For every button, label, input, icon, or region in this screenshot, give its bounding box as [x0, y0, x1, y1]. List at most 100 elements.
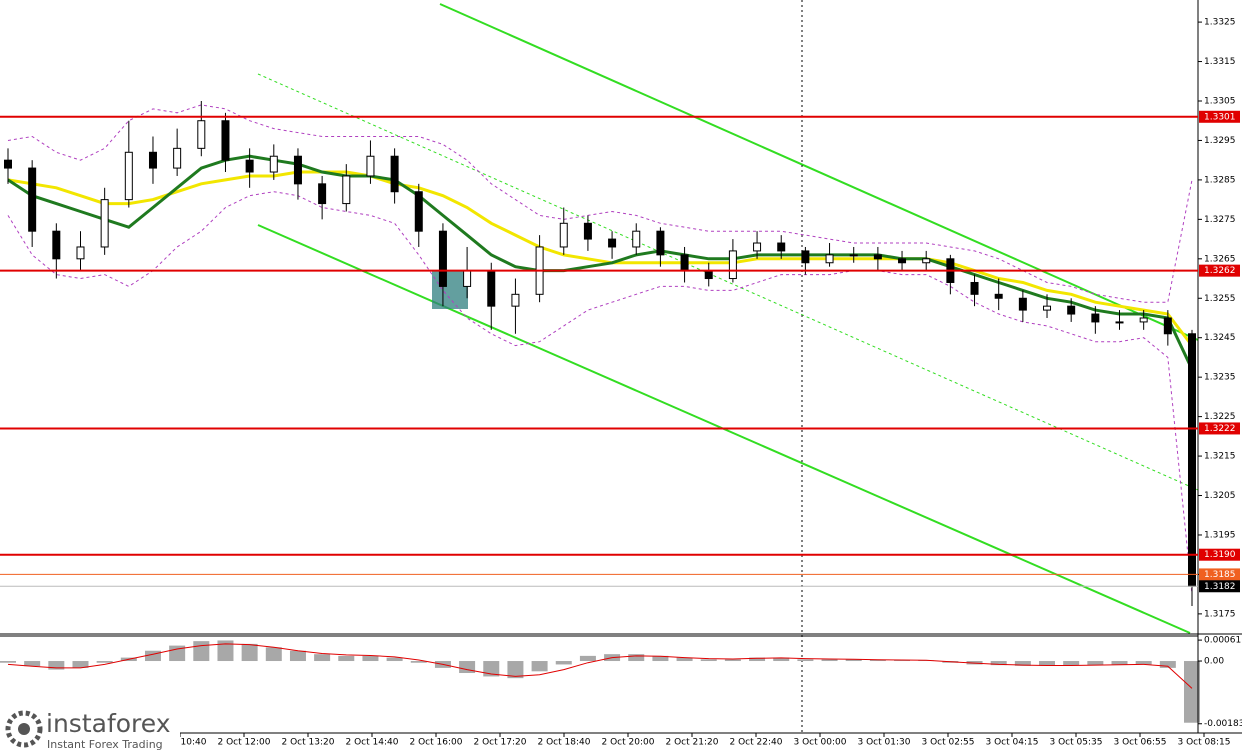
candle-body	[511, 293, 520, 307]
histogram-bar	[96, 661, 113, 663]
histogram-bar	[579, 655, 596, 662]
candle-body	[1163, 317, 1172, 335]
histogram-bar	[894, 660, 911, 662]
y-tick-label: -0.00183	[1204, 719, 1242, 729]
candle-body	[704, 270, 713, 280]
candle-body	[4, 159, 12, 169]
histogram-bar	[628, 654, 645, 662]
y-tick-label: 1.3255	[1204, 294, 1236, 304]
y-tick-label: 1.3175	[1204, 609, 1236, 619]
histogram-bar	[749, 657, 766, 662]
plot-layer	[0, 100, 1200, 723]
candle-body	[994, 293, 1003, 299]
histogram-bar	[24, 661, 41, 667]
candle-body	[825, 254, 834, 264]
candle-body	[293, 155, 302, 185]
histogram-bar	[507, 661, 524, 679]
candle-body	[197, 120, 206, 149]
y-tick-label: 1.3295	[1204, 136, 1236, 146]
histogram-bar	[1159, 661, 1176, 668]
candle-body	[1018, 297, 1027, 311]
level-label: 1.3222	[1204, 424, 1236, 434]
x-tick-label: 3 Oct 08:15	[1178, 738, 1231, 748]
histogram-bar	[1111, 661, 1128, 665]
candle-body	[1115, 321, 1124, 324]
level-label: 1.3301	[1204, 112, 1236, 122]
histogram-bar	[338, 655, 355, 662]
x-tick-label: 3 Oct 02:55	[922, 738, 975, 748]
ask-tag	[1199, 568, 1240, 581]
logo-icon	[5, 710, 43, 748]
candle-body	[52, 230, 61, 260]
logo-tagline: Instant Forex Trading	[47, 738, 163, 751]
histogram-bar	[459, 661, 476, 674]
logo: instaforex Instant Forex Trading	[0, 706, 180, 753]
candle-body	[656, 230, 665, 256]
candle-body	[777, 242, 786, 252]
candle-body	[390, 155, 399, 193]
histogram-bar	[1063, 661, 1080, 666]
candle-body	[608, 238, 617, 248]
x-tick-label: 2 Oct 14:40	[346, 738, 399, 748]
histogram-bar	[362, 655, 379, 662]
histogram-bar	[241, 643, 258, 662]
candle-body	[873, 254, 882, 260]
candle-body	[124, 151, 133, 201]
candle-body	[1091, 313, 1100, 323]
histogram-bar	[193, 641, 210, 662]
histogram-bar	[990, 661, 1007, 666]
x-tick-label: 2 Oct 20:00	[602, 738, 655, 748]
x-tick-label: 2 Oct 21:20	[666, 738, 719, 748]
moving-average	[7, 170, 1194, 347]
histogram-bar	[386, 657, 403, 662]
histogram-bar	[869, 659, 886, 662]
band-line	[7, 104, 1193, 303]
histogram-bar	[1014, 661, 1031, 666]
histogram-bar	[821, 659, 838, 662]
candle-body	[970, 281, 979, 295]
candle-body	[801, 250, 810, 264]
candle-body	[245, 159, 254, 173]
candle-body	[922, 258, 931, 264]
signal-box	[432, 270, 468, 309]
candle-body	[898, 258, 907, 264]
histogram-bar	[314, 654, 331, 662]
x-tick-label: 2 Oct 12:00	[218, 738, 271, 748]
y-tick-label: 1.3225	[1204, 412, 1236, 422]
histogram-bar	[48, 661, 65, 670]
level-label: 1.3190	[1204, 550, 1236, 560]
y-tick-label: 0.00	[1204, 657, 1224, 667]
x-tick-label: 2 Oct 17:20	[474, 738, 527, 748]
histogram-bar	[845, 659, 862, 662]
candle-body	[849, 254, 858, 257]
candle-body	[100, 199, 109, 248]
candle-body	[1139, 317, 1148, 323]
histogram-bar	[797, 659, 814, 662]
x-tick-label: 3 Oct 01:30	[858, 738, 911, 748]
last-price-label: 1.3182	[1204, 582, 1236, 592]
x-tick-label: 2 Oct 18:40	[538, 738, 591, 748]
candle-body	[680, 254, 689, 272]
y-tick-label: 1.3215	[1204, 452, 1236, 462]
candle-body	[583, 222, 592, 240]
y-tick-label: 0.00061	[1204, 636, 1241, 646]
histogram-bar	[483, 661, 500, 677]
candle-body	[342, 175, 351, 205]
y-tick-label: 1.3265	[1204, 254, 1236, 264]
histogram-bar	[289, 650, 306, 662]
band-line	[7, 191, 1193, 595]
histogram-bar	[555, 661, 572, 665]
logo-name: instaforex	[46, 709, 171, 738]
moving-average	[7, 154, 1194, 370]
x-tick-label: 2 Oct 13:20	[282, 738, 335, 748]
histogram-bar	[144, 650, 161, 662]
level-tag	[1199, 548, 1240, 561]
level-tag	[1199, 110, 1240, 123]
x-tick-label: 2 Oct 16:00	[410, 738, 463, 748]
histogram-bar	[410, 661, 427, 663]
logo-icon-core	[18, 723, 30, 735]
x-tick-label: 3 Oct 06:55	[1114, 738, 1167, 748]
histogram-bar	[1135, 661, 1152, 665]
